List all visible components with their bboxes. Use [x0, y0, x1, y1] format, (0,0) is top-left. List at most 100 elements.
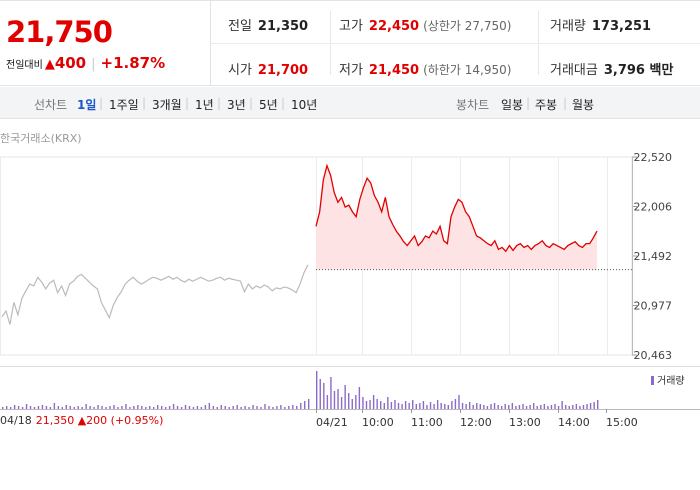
period-1w-tab[interactable]: 1주일 — [109, 98, 139, 112]
volume-bar — [490, 404, 492, 409]
volume-legend: 거래량 — [651, 372, 685, 387]
candle-weekly-tab[interactable]: 주봉 — [535, 98, 558, 112]
volume-bar — [486, 406, 489, 409]
volume-bar — [276, 406, 278, 409]
low-price: 저가 21,450 (하한가 14,950) — [339, 59, 511, 78]
volume-bar — [216, 407, 218, 409]
volume-bar — [29, 406, 32, 409]
volume-bar — [252, 405, 254, 409]
prev-day-percent: (+0.95%) — [110, 414, 164, 427]
prev-day-close: 21,350 — [35, 414, 75, 427]
y-tick-label: 20,463 — [634, 349, 673, 362]
volume-bar — [125, 404, 127, 409]
volume-bar — [408, 403, 410, 409]
volume-bar — [93, 407, 95, 409]
prev-close: 전일 21,350 — [228, 15, 308, 34]
volume-bar — [228, 407, 230, 409]
volume-bar — [468, 402, 471, 409]
volume-value: 173,251 — [591, 19, 652, 34]
volume-bar — [422, 401, 425, 409]
volume-bar — [268, 406, 270, 409]
high-price: 고가 22,450 (상한가 27,750) — [339, 15, 511, 34]
volume-bar — [145, 407, 147, 409]
volume-bar — [37, 406, 40, 409]
divider: | — [185, 96, 190, 110]
x-tick-label: 15:00 — [606, 416, 638, 429]
open-price: 시가 21,700 — [228, 59, 308, 78]
volume-bar — [557, 406, 560, 409]
period-3m-tab[interactable]: 3개월 — [152, 98, 182, 112]
period-1y-tab[interactable]: 1년 — [195, 98, 214, 112]
y-tick-label: 21,492 — [634, 250, 673, 263]
volume-bar — [97, 405, 99, 409]
change-value: 400 — [54, 54, 87, 72]
volume-bar — [348, 393, 350, 409]
volume-bar — [121, 406, 123, 409]
lower-limit-label: 하한가 — [427, 63, 461, 77]
volume-bar — [508, 405, 510, 409]
x-tick-label: 13:00 — [509, 416, 541, 429]
volume-bar — [429, 402, 432, 409]
volume-bar — [330, 377, 332, 409]
volume-bar — [333, 391, 336, 409]
volume-legend-label: 거래량 — [657, 376, 685, 387]
volume-bar — [17, 406, 20, 409]
volume-bar — [101, 406, 103, 409]
volume-bar — [426, 405, 428, 409]
divider: | — [249, 96, 254, 110]
volume-bar — [401, 404, 403, 409]
period-3y-tab[interactable]: 3년 — [227, 98, 246, 112]
volume-bar — [415, 404, 417, 409]
volume-bar — [365, 401, 368, 409]
lower-limit-value: 14,950 — [464, 63, 507, 77]
volume-bar — [244, 406, 246, 409]
x-tick-label: 11:00 — [411, 416, 443, 429]
volume-bar — [256, 406, 258, 409]
volume-bar — [504, 404, 506, 409]
volume-bar — [272, 407, 274, 409]
volume-bar — [296, 406, 298, 409]
volume-bar — [109, 406, 111, 409]
volume-bar — [69, 406, 71, 409]
x-tick-label: 12:00 — [460, 416, 492, 429]
period-10y-tab[interactable]: 10년 — [291, 98, 318, 112]
volume-bar — [192, 407, 195, 409]
volume-bar — [522, 404, 524, 409]
volume-bar — [568, 406, 570, 409]
volume-bar — [472, 405, 474, 409]
period-1d-tab[interactable]: 1일 — [77, 98, 97, 112]
volume-bar — [316, 371, 318, 409]
up-arrow-icon: ▲ — [77, 414, 87, 427]
volume-swatch — [651, 376, 654, 385]
volume-bar — [451, 401, 453, 409]
divider: | — [142, 96, 147, 110]
volume-bar — [572, 405, 574, 409]
volume-bar — [362, 397, 364, 409]
volume-bar — [224, 406, 226, 409]
volume-bar — [593, 402, 595, 409]
volume-bar — [280, 405, 282, 409]
candle-monthly-tab[interactable]: 월봉 — [572, 98, 595, 112]
x-tick-label: 04/21 — [316, 416, 348, 429]
volume-bar — [57, 406, 60, 409]
volume-bar — [383, 403, 385, 409]
volume-bar — [200, 407, 203, 409]
y-tick-label: 22,520 — [634, 151, 673, 164]
volume-bar — [288, 406, 290, 409]
volume-bar — [129, 407, 131, 409]
volume-bar — [53, 403, 56, 409]
candle-daily-tab[interactable]: 일봉 — [501, 98, 524, 112]
period-5y-tab[interactable]: 5년 — [259, 98, 278, 112]
volume-bar — [160, 406, 163, 409]
volume-bar — [300, 403, 302, 409]
current-price-box: 21,750 전일대비 ▲400 | +1.87% — [0, 1, 211, 85]
volume-bar — [589, 403, 592, 409]
volume-bar — [49, 407, 52, 409]
volume-bar — [2, 407, 4, 409]
current-price: 21,750 — [6, 15, 113, 49]
volume-bar — [319, 379, 321, 409]
volume-bar — [5, 406, 8, 409]
y-tick-label: 22,006 — [634, 201, 673, 214]
volume-bar — [184, 405, 187, 409]
volume-bar — [532, 403, 535, 409]
